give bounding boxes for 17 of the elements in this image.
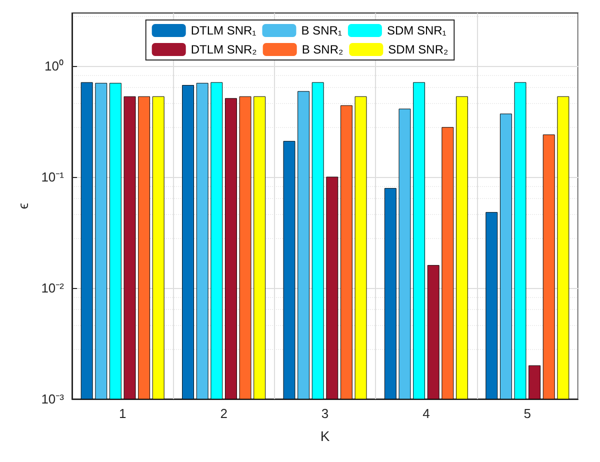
- x-tick-label: 1: [118, 406, 126, 421]
- legend-label: DTLM SNR₁: [190, 24, 256, 38]
- x-axis-title: K: [320, 428, 330, 444]
- x-tick-label: 5: [524, 406, 532, 421]
- x-tick-label: 2: [220, 406, 228, 421]
- x-tick-label: 3: [321, 406, 329, 421]
- legend-label: SDM SNR₂: [388, 42, 448, 56]
- legend-label: B SNR₁: [301, 24, 342, 38]
- legend-label: DTLM SNR₂: [190, 42, 258, 56]
- x-tick-label: 4: [422, 406, 430, 421]
- y-tick-label: 10⁻²: [41, 280, 65, 296]
- y-axis-title: ϵ: [15, 202, 31, 210]
- y-tick-label: 10⁻³: [41, 392, 65, 406]
- legend-label: B SNR₂: [302, 42, 344, 56]
- legend-label: SDM SNR₁: [386, 24, 446, 38]
- y-tick-label: 10⁻¹: [41, 169, 65, 184]
- y-tick-label: 10⁰: [44, 58, 64, 74]
